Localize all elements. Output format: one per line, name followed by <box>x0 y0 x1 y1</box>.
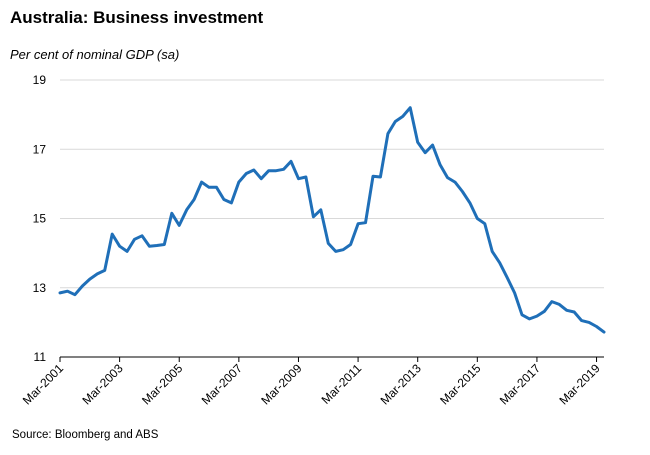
gridlines <box>60 79 604 289</box>
x-tick-label: Mar-2013 <box>378 361 424 407</box>
y-axis-ticks: 11 13 15 17 19 <box>33 73 47 364</box>
y-tick-label: 15 <box>33 212 47 226</box>
x-tick-label: Mar-2015 <box>437 361 483 407</box>
x-tick-label: Mar-2017 <box>497 361 543 407</box>
source-note: Source: Bloomberg and ABS <box>12 429 159 441</box>
x-tick-label: Mar-2009 <box>258 361 304 407</box>
x-tick-label: Mar-2011 <box>319 361 365 407</box>
y-tick-label: 13 <box>33 281 47 295</box>
x-axis-ticks: Mar-2001 Mar-2003 Mar-2005 Mar-2007 Mar-2009… <box>20 357 603 407</box>
y-tick-label: 19 <box>33 73 47 87</box>
x-tick-label: Mar-2019 <box>556 361 602 407</box>
x-tick-label: Mar-2005 <box>139 361 185 407</box>
x-tick-label: Mar-2001 <box>20 361 66 407</box>
x-tick-label: Mar-2003 <box>80 361 126 407</box>
y-tick-label: 11 <box>34 350 47 364</box>
x-tick-label: Mar-2007 <box>199 361 245 407</box>
series-line <box>58 106 606 334</box>
chart-subtitle: Per cent of nominal GDP (sa) <box>10 47 180 62</box>
y-tick-label: 17 <box>33 142 47 156</box>
chart-title: Australia: Business investment <box>10 8 264 27</box>
